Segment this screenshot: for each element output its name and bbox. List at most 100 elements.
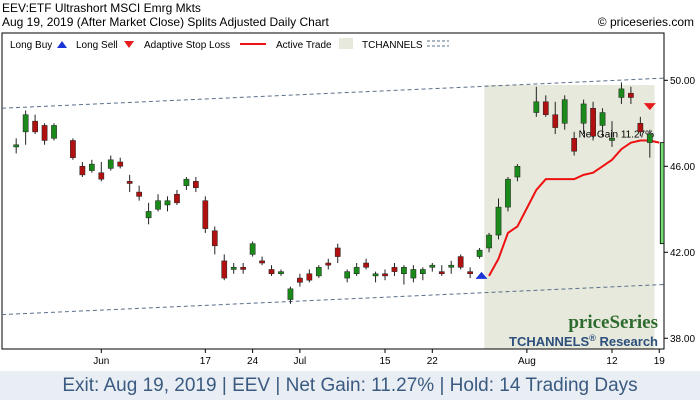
candle-body [70, 140, 76, 158]
candle [202, 196, 209, 233]
legend-tchannels: TCHANNELS [362, 40, 423, 51]
x-tick-label: Aug [518, 356, 536, 367]
candle [637, 116, 644, 137]
candle [13, 138, 20, 154]
y-tick-label: 46.00 [670, 162, 695, 173]
candle-body [325, 262, 332, 266]
adaptive-stop-loss-line [488, 139, 660, 277]
candle-body [202, 200, 209, 229]
candle [580, 99, 587, 135]
candle-body [590, 107, 596, 137]
y-tick-label: 50.00 [670, 76, 695, 87]
candle-body [259, 260, 265, 264]
brand-logo: priceSeries [568, 312, 658, 333]
candle [79, 161, 86, 178]
candle-body [193, 181, 199, 189]
candle [325, 258, 332, 270]
active-trade-shade [484, 85, 655, 349]
candle [32, 114, 38, 135]
candle [221, 254, 228, 281]
x-tick-label: Jul [294, 356, 307, 367]
candle-body [306, 273, 313, 281]
candle [22, 110, 29, 145]
candle [249, 241, 256, 257]
candle [240, 263, 247, 274]
candle [419, 267, 426, 281]
candle [476, 247, 483, 259]
candle-body [410, 269, 417, 279]
x-tick-label: 12 [606, 356, 618, 367]
candle [514, 164, 521, 182]
candle [117, 157, 124, 169]
candle [401, 265, 407, 285]
x-tick-label: 24 [247, 356, 259, 367]
chart-title: EEV:ETF Ultrashort MSCI Emrg Mkts [2, 1, 201, 15]
candle [410, 265, 417, 283]
candle [599, 108, 606, 137]
candle-body [155, 200, 161, 210]
candle [505, 177, 511, 212]
candle-body [457, 256, 464, 268]
candle-body [268, 269, 275, 275]
candle-body [438, 271, 445, 275]
candle [344, 269, 351, 283]
candle-body [552, 114, 559, 128]
candle-body [344, 271, 351, 279]
candle-body [41, 125, 48, 141]
candle-body [13, 144, 20, 148]
x-tick-label: 15 [379, 356, 391, 367]
candle [561, 95, 568, 130]
x-tick-label: Jun [93, 356, 109, 367]
candle-body [401, 267, 407, 275]
candle [183, 177, 190, 190]
candle [382, 269, 388, 281]
candle [88, 159, 95, 173]
candle-body [419, 269, 426, 275]
candle-body [363, 262, 369, 268]
legend-buy-icon [57, 41, 67, 48]
x-tick-label: 22 [427, 356, 439, 367]
candle [230, 263, 237, 274]
footer-gain: Net Gain: 11.27% [285, 375, 435, 396]
legend-active-trade: Active Trade [276, 40, 332, 51]
candle-body [372, 273, 379, 277]
candle [155, 194, 161, 212]
candle [353, 263, 360, 276]
candle [287, 286, 294, 304]
candle-body [51, 125, 57, 139]
candle-body [221, 260, 228, 279]
x-tick-label: 19 [654, 356, 666, 367]
brand-subtitle: TCHANNELS® Research [509, 333, 658, 349]
copyright: © priceseries.com [597, 15, 694, 29]
candle [542, 95, 549, 117]
channel-upper-line [1, 77, 665, 109]
footer-hold: Hold: 14 Trading Days [449, 375, 638, 396]
candle-body [240, 267, 247, 270]
candle-body [505, 178, 511, 208]
candle [306, 269, 313, 283]
candle-body [391, 267, 398, 272]
y-tick-label: 38.00 [670, 334, 695, 345]
candle [495, 198, 502, 240]
candle-body [107, 159, 114, 169]
candle-body [533, 101, 540, 113]
candle [429, 263, 436, 272]
candle-body [646, 133, 653, 143]
candle-body [609, 138, 615, 141]
candle-body [249, 243, 256, 255]
candle-body [98, 172, 105, 180]
candle [41, 123, 48, 145]
candle [51, 123, 57, 141]
candle [448, 260, 455, 274]
candle-body [580, 103, 587, 124]
candle-body [476, 249, 483, 257]
candle [552, 101, 559, 135]
candle-body [22, 114, 29, 133]
candle [571, 131, 578, 156]
candle-body [637, 123, 644, 133]
candle [486, 232, 492, 253]
candle [533, 86, 540, 117]
channel-lower-line [1, 284, 665, 316]
candle-body [174, 193, 180, 204]
footer-summary: Exit: Aug 19, 2019 | EEV | Net Gain: 11.… [0, 371, 700, 400]
